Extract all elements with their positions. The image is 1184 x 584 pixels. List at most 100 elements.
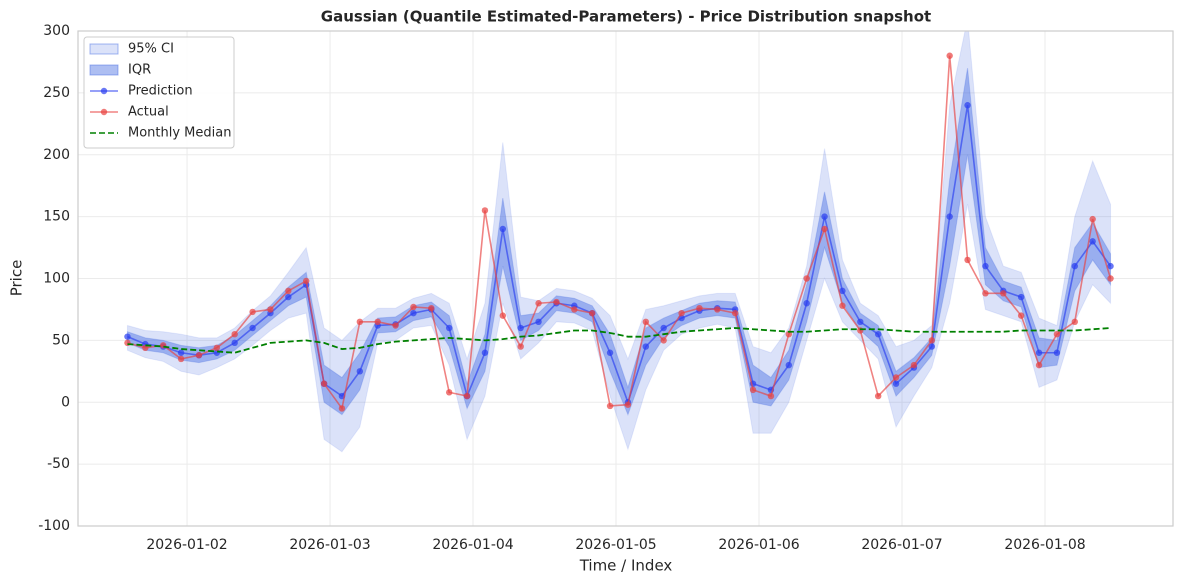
legend-swatch xyxy=(89,64,119,76)
data-point xyxy=(892,374,900,381)
data-point xyxy=(445,324,453,332)
data-point xyxy=(374,318,381,326)
x-tick-label: 2026-01-07 xyxy=(861,537,942,553)
data-point xyxy=(946,52,953,59)
plot-frame xyxy=(77,30,1174,527)
y-tick-label: 200 xyxy=(43,147,70,163)
data-point xyxy=(857,327,864,334)
data-point xyxy=(660,324,667,332)
y-tick-label: 50 xyxy=(52,332,70,348)
data-point xyxy=(910,361,918,369)
y-tick-label: 250 xyxy=(43,85,70,101)
legend-label: Actual xyxy=(128,105,169,120)
data-point xyxy=(821,213,828,220)
x-axis-label: Time / Index xyxy=(579,557,673,575)
series-line xyxy=(127,327,1111,354)
data-point xyxy=(499,312,507,319)
data-point xyxy=(678,309,685,317)
data-point xyxy=(874,330,882,338)
data-point xyxy=(410,303,417,311)
data-point xyxy=(481,349,489,356)
data-point xyxy=(338,405,346,412)
data-point xyxy=(535,318,542,326)
data-point xyxy=(1017,312,1025,319)
data-point xyxy=(1071,318,1078,326)
data-point xyxy=(964,256,971,264)
data-point xyxy=(803,300,810,307)
data-point xyxy=(1107,275,1114,282)
plot-area xyxy=(124,31,1114,453)
legend-marker xyxy=(100,87,108,95)
series-line xyxy=(127,55,1112,411)
data-point xyxy=(624,401,632,408)
data-point xyxy=(285,287,292,295)
data-point xyxy=(499,225,507,233)
data-point xyxy=(320,380,328,387)
data-point xyxy=(535,300,542,307)
data-point xyxy=(553,298,560,306)
data-point xyxy=(231,339,238,347)
data-point xyxy=(642,343,650,350)
data-point xyxy=(660,337,667,344)
legend-marker xyxy=(100,108,108,116)
data-point xyxy=(1053,330,1061,338)
data-point xyxy=(1035,361,1043,369)
data-point xyxy=(982,262,989,270)
axes: -100 -50 0 50 100 150 200 250 300 2026-01-02 2026-… xyxy=(38,23,1085,553)
data-point xyxy=(1000,290,1007,297)
y-tick-label: 0 xyxy=(61,394,70,410)
data-point xyxy=(195,352,203,359)
data-point xyxy=(1053,349,1061,356)
x-tick-label: 2026-01-03 xyxy=(289,537,370,553)
data-point xyxy=(517,343,524,350)
data-point xyxy=(231,330,238,338)
data-point xyxy=(1089,215,1096,223)
data-point xyxy=(767,392,775,400)
data-point xyxy=(124,333,131,340)
data-point xyxy=(392,322,399,329)
data-point xyxy=(892,380,900,387)
y-tick-label: 150 xyxy=(43,209,70,225)
data-point xyxy=(177,355,185,363)
data-point xyxy=(749,386,757,394)
data-point xyxy=(1017,293,1025,301)
data-point xyxy=(445,389,453,396)
x-tick-label: 2026-01-02 xyxy=(146,537,227,553)
data-point xyxy=(571,306,578,313)
y-tick-label: -50 xyxy=(47,456,70,472)
y-axis-label: Price xyxy=(8,260,26,297)
data-point xyxy=(731,309,739,317)
data-point xyxy=(428,305,435,312)
data-point xyxy=(356,368,364,375)
data-point xyxy=(839,302,846,309)
data-point xyxy=(928,337,935,344)
data-point xyxy=(606,349,614,356)
series-line xyxy=(127,105,1112,405)
data-point xyxy=(177,349,185,356)
x-tick-label: 2026-01-08 xyxy=(1004,537,1085,553)
x-tick-label: 2026-01-04 xyxy=(432,537,513,553)
data-point xyxy=(928,343,935,350)
data-point xyxy=(857,318,864,326)
legend-label: Monthly Median xyxy=(128,126,231,141)
data-point xyxy=(803,275,810,282)
y-tick-label: -100 xyxy=(38,518,70,534)
data-point xyxy=(463,392,471,400)
confidence-band xyxy=(126,68,1112,417)
chart-title: Gaussian (Quantile Estimated-Parameters)… xyxy=(321,8,931,26)
data-point xyxy=(821,225,828,233)
legend-label: 95% CI xyxy=(128,42,174,57)
data-point xyxy=(249,324,256,332)
data-point xyxy=(964,102,971,109)
data-point xyxy=(517,324,524,332)
x-tick-label: 2026-01-06 xyxy=(718,537,799,553)
grid xyxy=(78,30,1173,527)
data-point xyxy=(588,309,596,317)
data-point xyxy=(1089,238,1096,245)
x-tick-label: 2026-01-05 xyxy=(575,537,656,553)
data-point xyxy=(1035,349,1043,356)
data-point xyxy=(481,207,489,214)
data-point xyxy=(1071,262,1078,270)
data-point xyxy=(356,318,364,326)
